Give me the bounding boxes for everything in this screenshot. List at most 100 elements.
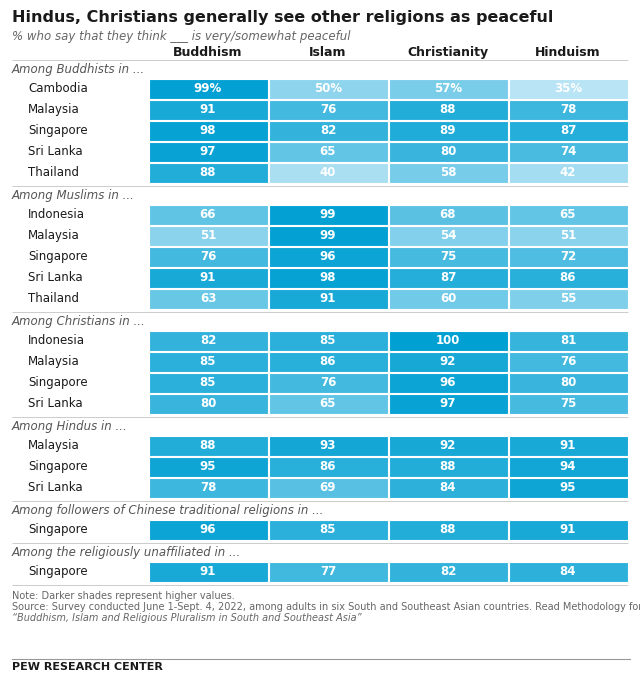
Text: 76: 76 — [320, 376, 336, 389]
Text: 76: 76 — [320, 103, 336, 116]
Bar — [509, 205, 627, 224]
Bar — [269, 351, 387, 372]
Text: Malaysia: Malaysia — [28, 229, 80, 242]
Text: Among Muslims in ...: Among Muslims in ... — [12, 189, 135, 202]
Bar — [269, 142, 387, 161]
Text: 91: 91 — [200, 271, 216, 284]
Text: 88: 88 — [440, 460, 456, 473]
Bar — [509, 330, 627, 351]
Bar — [269, 561, 387, 582]
Text: 72: 72 — [560, 250, 576, 263]
Text: 91: 91 — [320, 292, 336, 305]
Text: 92: 92 — [440, 355, 456, 368]
Text: Hinduism: Hinduism — [535, 46, 601, 59]
Text: 96: 96 — [440, 376, 456, 389]
Bar — [388, 163, 508, 182]
Bar — [269, 477, 387, 498]
Bar — [388, 247, 508, 266]
Text: 91: 91 — [200, 565, 216, 578]
Bar — [269, 121, 387, 140]
Text: 65: 65 — [320, 145, 336, 158]
Text: 88: 88 — [200, 439, 216, 452]
Text: 78: 78 — [200, 481, 216, 494]
Text: 85: 85 — [320, 334, 336, 347]
Bar — [148, 268, 268, 287]
Text: Hindus, Christians generally see other religions as peaceful: Hindus, Christians generally see other r… — [12, 10, 554, 25]
Bar — [509, 435, 627, 456]
Text: Note: Darker shades represent higher values.: Note: Darker shades represent higher val… — [12, 591, 235, 601]
Text: Among Buddhists in ...: Among Buddhists in ... — [12, 63, 145, 76]
Text: Singapore: Singapore — [28, 565, 88, 578]
Text: 51: 51 — [560, 229, 576, 242]
Text: 100: 100 — [436, 334, 460, 347]
Text: 60: 60 — [440, 292, 456, 305]
Bar — [509, 393, 627, 414]
Bar — [269, 79, 387, 98]
Text: 88: 88 — [200, 166, 216, 179]
Text: 74: 74 — [560, 145, 576, 158]
Text: Among Hindus in ...: Among Hindus in ... — [12, 420, 128, 433]
Text: Thailand: Thailand — [28, 292, 79, 305]
Text: Sri Lanka: Sri Lanka — [28, 271, 83, 284]
Bar — [148, 205, 268, 224]
Bar — [388, 477, 508, 498]
Text: Islam: Islam — [309, 46, 347, 59]
Text: Singapore: Singapore — [28, 523, 88, 536]
Text: Indonesia: Indonesia — [28, 208, 85, 221]
Text: 58: 58 — [440, 166, 456, 179]
Bar — [148, 100, 268, 119]
Text: 97: 97 — [200, 145, 216, 158]
Bar — [509, 163, 627, 182]
Text: 86: 86 — [320, 355, 336, 368]
Text: 98: 98 — [200, 124, 216, 137]
Bar — [148, 289, 268, 308]
Text: 35%: 35% — [554, 82, 582, 95]
Bar — [148, 435, 268, 456]
Text: 82: 82 — [200, 334, 216, 347]
Text: 81: 81 — [560, 334, 576, 347]
Text: Christianity: Christianity — [408, 46, 488, 59]
Text: 57%: 57% — [434, 82, 462, 95]
Text: 65: 65 — [320, 397, 336, 410]
Text: Singapore: Singapore — [28, 376, 88, 389]
Text: 94: 94 — [560, 460, 576, 473]
Bar — [388, 79, 508, 98]
Text: 96: 96 — [200, 523, 216, 536]
Bar — [388, 330, 508, 351]
Text: 91: 91 — [200, 103, 216, 116]
Bar — [388, 351, 508, 372]
Text: 99: 99 — [320, 229, 336, 242]
Text: 95: 95 — [200, 460, 216, 473]
Bar — [148, 372, 268, 393]
Text: 93: 93 — [320, 439, 336, 452]
Text: 88: 88 — [440, 103, 456, 116]
Bar — [509, 142, 627, 161]
Text: 99%: 99% — [194, 82, 222, 95]
Text: 84: 84 — [440, 481, 456, 494]
Text: Sri Lanka: Sri Lanka — [28, 397, 83, 410]
Text: Buddhism: Buddhism — [173, 46, 243, 59]
Text: 82: 82 — [320, 124, 336, 137]
Bar — [388, 268, 508, 287]
Bar — [269, 519, 387, 540]
Text: Sri Lanka: Sri Lanka — [28, 481, 83, 494]
Bar — [269, 393, 387, 414]
Text: 85: 85 — [200, 355, 216, 368]
Text: 77: 77 — [320, 565, 336, 578]
Bar — [509, 79, 627, 98]
Text: Cambodia: Cambodia — [28, 82, 88, 95]
Text: 69: 69 — [320, 481, 336, 494]
Bar — [148, 456, 268, 477]
Bar — [509, 289, 627, 308]
Bar — [148, 561, 268, 582]
Text: 87: 87 — [440, 271, 456, 284]
Bar — [509, 226, 627, 245]
Text: Thailand: Thailand — [28, 166, 79, 179]
Text: 63: 63 — [200, 292, 216, 305]
Text: 54: 54 — [440, 229, 456, 242]
Bar — [269, 330, 387, 351]
Bar — [269, 163, 387, 182]
Bar — [388, 121, 508, 140]
Bar — [269, 100, 387, 119]
Bar — [388, 142, 508, 161]
